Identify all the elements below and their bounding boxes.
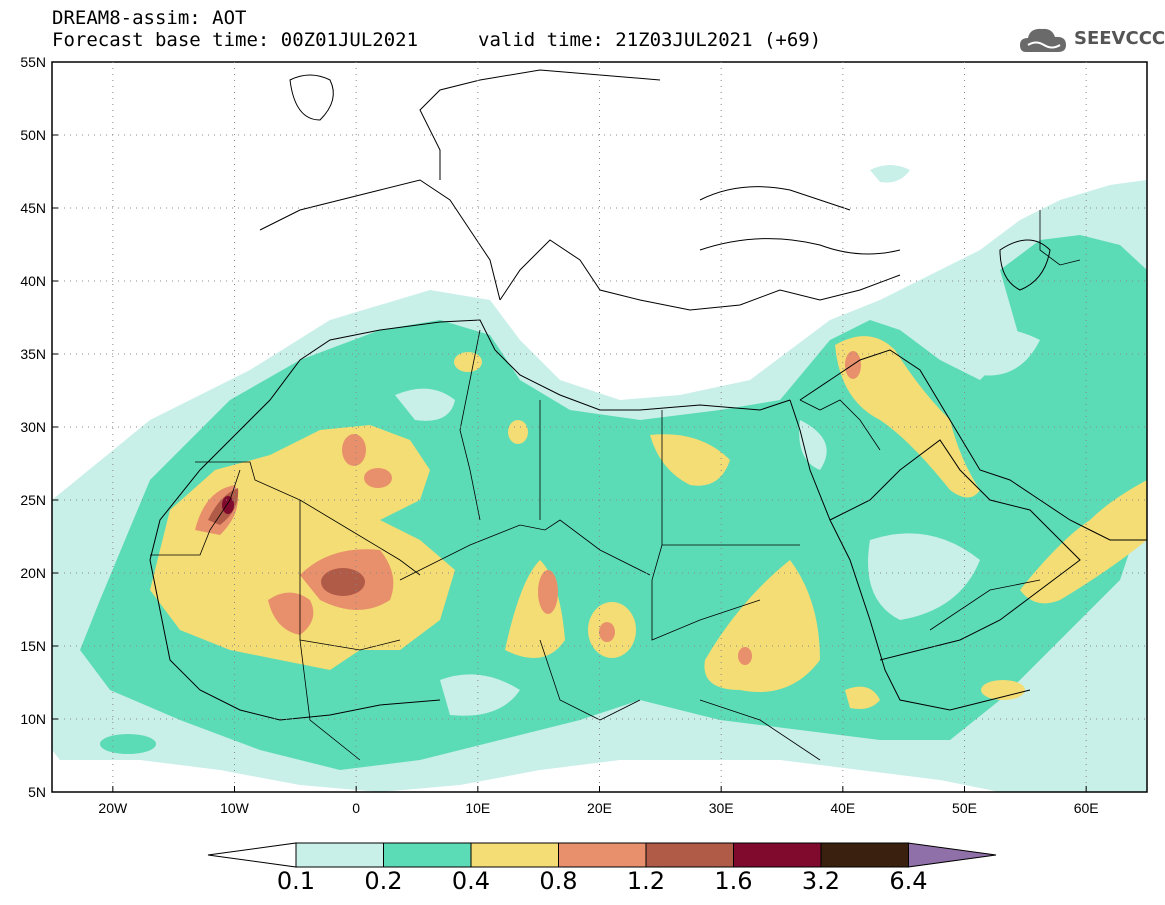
seevccc-logo: SEEVCCC: [1018, 22, 1165, 58]
title-model: DREAM8-assim: AOT: [52, 7, 247, 29]
title-base-time: Forecast base time: 00Z01JUL2021: [52, 29, 419, 51]
lon-tick-label: 0: [352, 800, 360, 816]
lat-tick-label: 15N: [20, 638, 46, 654]
aot-field: [52, 165, 1147, 792]
colorbar-arrow-left: [207, 842, 297, 868]
lat-tick-label: 20N: [20, 565, 46, 581]
lon-tick-label: 20W: [98, 800, 128, 816]
lat-tick-label: 40N: [20, 273, 46, 289]
lon-tick-label: 50E: [952, 800, 977, 816]
lat-tick-label: 35N: [20, 346, 46, 362]
colorbar-bin: [558, 842, 647, 868]
colorbar-arrow-right: [907, 842, 997, 868]
colorbar-bin: [645, 842, 734, 868]
colorbar-bin: [470, 842, 559, 868]
lon-tick-label: 40E: [830, 800, 855, 816]
lat-tick-label: 45N: [20, 200, 46, 216]
lat-tick-label: 55N: [20, 54, 46, 70]
colorbar-label: 0.2: [364, 867, 403, 895]
lat-tick-label: 5N: [28, 784, 46, 800]
colorbar-bin: [733, 842, 822, 868]
colorbar-label: 1.6: [714, 867, 753, 895]
lat-tick-label: 50N: [20, 127, 46, 143]
lon-tick-label: 10E: [465, 800, 490, 816]
graticule: [52, 62, 1147, 792]
lat-tick-label: 25N: [20, 492, 46, 508]
lon-tick-label: 60E: [1074, 800, 1099, 816]
lat-tick-label: 30N: [20, 419, 46, 435]
logo-text: SEEVCCC: [1074, 28, 1165, 49]
colorbar-label: 6.4: [889, 867, 928, 895]
colorbar-bin: [295, 842, 384, 868]
colorbar: [207, 842, 997, 868]
colorbar-label: 0.8: [539, 867, 578, 895]
colorbar-bin: [820, 842, 909, 868]
lon-tick-label: 30E: [709, 800, 734, 816]
colorbar-label: 3.2: [801, 867, 841, 895]
colorbar-label: 0.1: [276, 867, 316, 895]
coastlines: [149, 69, 1147, 721]
title-valid-time: valid time: 21Z03JUL2021 (+69): [478, 29, 822, 51]
country-borders: [150, 210, 1081, 761]
colorbar-label: 1.2: [626, 867, 666, 895]
lat-tick-label: 10N: [20, 711, 46, 727]
axis-ticks: 55N 50N 45N 40N 35N 30N 25N 20N 15N 10N 5N 20W 10W 0 1…: [20, 54, 1098, 816]
colorbar-bin: [383, 842, 472, 868]
cloud-icon: [1020, 28, 1066, 52]
lon-tick-label: 10W: [220, 800, 250, 816]
lon-tick-label: 20E: [587, 800, 612, 816]
colorbar-label: 0.4: [451, 867, 491, 895]
